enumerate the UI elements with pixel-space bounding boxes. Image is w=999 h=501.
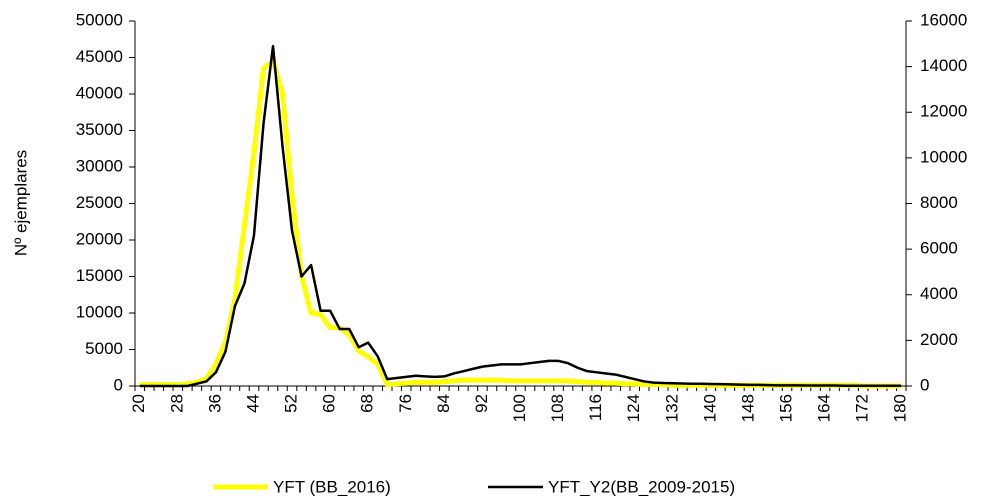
y-tick-label: 15000 bbox=[76, 266, 123, 285]
x-tick-label: 108 bbox=[548, 394, 567, 422]
legend-label: YFT_Y2(BB_2009-2015) bbox=[548, 477, 735, 496]
y2-tick-label: 0 bbox=[920, 375, 929, 394]
x-tick-label: 172 bbox=[853, 394, 872, 422]
y-tick-label: 10000 bbox=[76, 302, 123, 321]
y-tick-label: 20000 bbox=[76, 229, 123, 248]
x-tick-label: 124 bbox=[624, 394, 643, 422]
y2-tick-label: 14000 bbox=[920, 56, 967, 75]
x-tick-label: 140 bbox=[700, 394, 719, 422]
x-tick-label: 44 bbox=[243, 394, 262, 413]
x-tick-label: 100 bbox=[510, 394, 529, 422]
x-tick-label: 28 bbox=[167, 394, 186, 413]
x-tick-label: 156 bbox=[777, 394, 796, 422]
x-tick-label: 164 bbox=[815, 394, 834, 422]
x-tick-label: 148 bbox=[738, 394, 757, 422]
y2-tick-label: 16000 bbox=[920, 10, 967, 29]
y2-tick-label: 6000 bbox=[920, 239, 958, 258]
y2-tick-label: 10000 bbox=[920, 147, 967, 166]
x-tick-label: 20 bbox=[129, 394, 148, 413]
x-tick-label: 36 bbox=[205, 394, 224, 413]
y-tick-label: 40000 bbox=[76, 83, 123, 102]
y-axis-label: Nº ejemplares bbox=[11, 150, 30, 256]
y-tick-label: 30000 bbox=[76, 156, 123, 175]
x-tick-label: 132 bbox=[662, 394, 681, 422]
legend-label: YFT (BB_2016) bbox=[273, 477, 391, 496]
x-tick-label: 76 bbox=[396, 394, 415, 413]
x-tick-label: 84 bbox=[434, 394, 453, 413]
x-tick-label: 52 bbox=[282, 394, 301, 413]
x-tick-label: 116 bbox=[586, 394, 605, 421]
y-tick-label: 50000 bbox=[76, 10, 123, 29]
y-tick-label: 0 bbox=[114, 375, 123, 394]
x-tick-label: 180 bbox=[891, 394, 910, 422]
y2-tick-label: 4000 bbox=[920, 284, 958, 303]
x-tick-label: 92 bbox=[472, 394, 491, 413]
y-tick-label: 45000 bbox=[76, 47, 123, 66]
y-tick-label: 5000 bbox=[85, 339, 123, 358]
y2-tick-label: 2000 bbox=[920, 330, 958, 349]
y-tick-label: 35000 bbox=[76, 120, 123, 139]
y-tick-label: 25000 bbox=[76, 193, 123, 212]
y2-tick-label: 12000 bbox=[920, 102, 967, 121]
y2-tick-label: 8000 bbox=[920, 193, 958, 212]
x-tick-label: 68 bbox=[358, 394, 377, 413]
x-tick-label: 60 bbox=[320, 394, 339, 413]
series-line bbox=[139, 44, 902, 388]
